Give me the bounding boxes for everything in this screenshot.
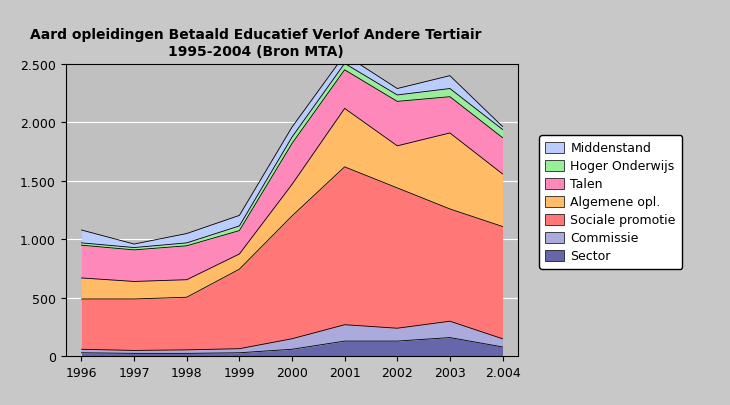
Text: Aard opleidingen Betaald Educatief Verlof Andere Tertiair
1995-2004 (Bron MTA): Aard opleidingen Betaald Educatief Verlo…: [30, 28, 481, 58]
Legend: Middenstand, Hoger Onderwijs, Talen, Algemene opl., Sociale promotie, Commissie,: Middenstand, Hoger Onderwijs, Talen, Alg…: [539, 136, 682, 269]
